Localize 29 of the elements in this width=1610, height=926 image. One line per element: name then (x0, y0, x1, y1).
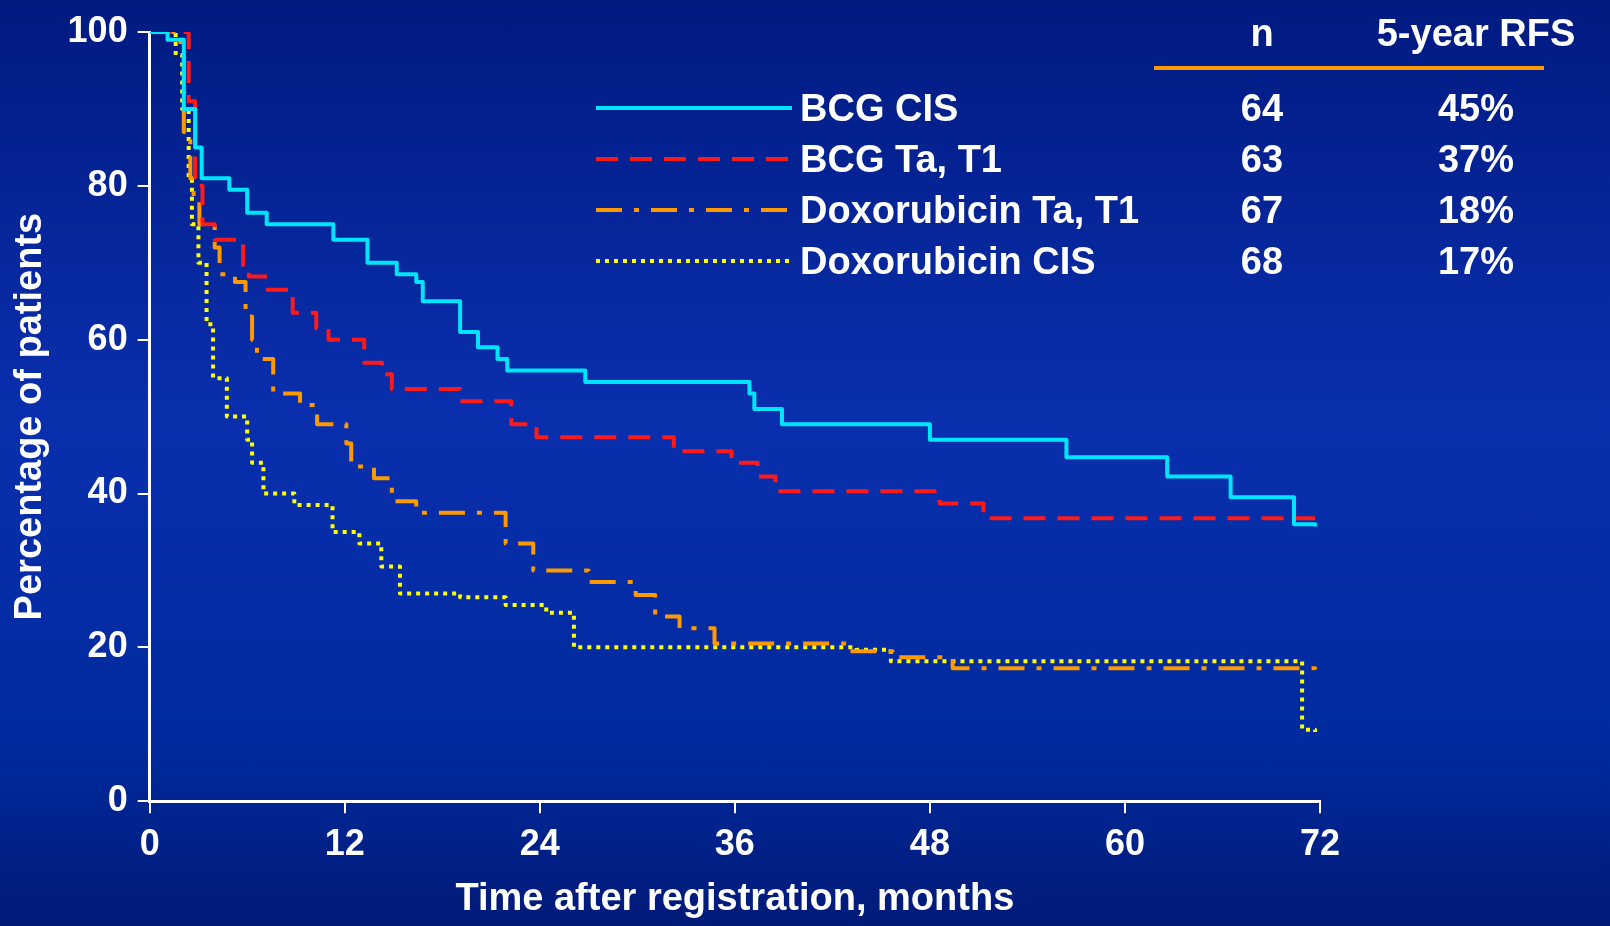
text: 37% (1437, 137, 1515, 181)
legend-label: BCG CIS (800, 86, 959, 130)
y-tick-label: 100 (67, 8, 128, 50)
y-axis-title: Percentage of patients (7, 212, 50, 621)
y-tick-label: 40 (87, 470, 128, 512)
y-tick-label: 60 (87, 316, 128, 358)
legend-label: Doxorubicin CIS (800, 239, 1096, 283)
annotation: 64 (1240, 86, 1284, 130)
annotation: 63 (1240, 137, 1284, 181)
x-tick-label: 0 (139, 821, 160, 863)
y-tick-label: 0 (107, 778, 128, 820)
x-tick-label: 72 (1299, 821, 1341, 863)
x-tick-label: 36 (714, 821, 755, 863)
y-tick-label: 20 (87, 624, 128, 666)
x-tick-label: 60 (1104, 821, 1145, 863)
annotation: n (1250, 11, 1274, 55)
text: 45% (1437, 86, 1515, 130)
text: 5-year RFS (1376, 11, 1576, 55)
legend-label: Doxorubicin Ta, T1 (800, 188, 1140, 232)
x-tick-label: 24 (519, 821, 560, 863)
text: 17% (1437, 239, 1515, 283)
y-tick-label: 80 (87, 162, 128, 204)
text: 18% (1437, 188, 1515, 232)
x-tick-label: 48 (909, 821, 950, 863)
annotation: 68 (1240, 239, 1284, 283)
annotation: 67 (1240, 188, 1284, 232)
x-axis-title: Time after registration, months (455, 875, 1015, 918)
x-tick-label: 12 (324, 821, 365, 863)
legend-label: BCG Ta, T1 (800, 137, 1002, 181)
